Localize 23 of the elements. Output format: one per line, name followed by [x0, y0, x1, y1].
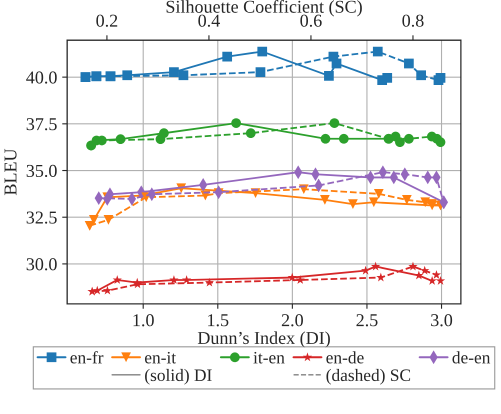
text: (solid) DI	[145, 368, 212, 385]
x-tick-label: 2.0	[282, 314, 303, 326]
legend-label: en-fr	[70, 351, 104, 364]
legend-label: en-de	[326, 351, 364, 364]
x2-tick-label: 0.4	[198, 14, 220, 27]
y-tick-label: 37.5	[26, 118, 57, 130]
y-tick-label: 30.0	[26, 258, 57, 270]
x2-tick-label: 0.2	[96, 14, 118, 27]
y-tick-label: 40.0	[26, 71, 57, 84]
legend-label: de-en	[452, 351, 490, 364]
y-tick-label: 32.5	[26, 212, 57, 224]
x-tick-label: 1.0	[134, 314, 154, 326]
x-tick-label: 1.5	[208, 314, 228, 326]
y-axis-title: BLEU	[4, 148, 17, 196]
x-tick-label: 2.5	[356, 314, 378, 326]
legend-label: en-it	[144, 352, 176, 364]
text: (dashed) SC	[326, 368, 410, 385]
x2-tick-label: 0.6	[300, 14, 322, 27]
x2-tick-label: 0.8	[402, 14, 424, 27]
x-axis-title: Dunn’s Index (DI)	[198, 331, 330, 348]
x-tick-label: 3.0	[431, 314, 452, 326]
legend-label: it-en	[253, 352, 285, 364]
y-tick-label: 35.0	[26, 164, 57, 178]
